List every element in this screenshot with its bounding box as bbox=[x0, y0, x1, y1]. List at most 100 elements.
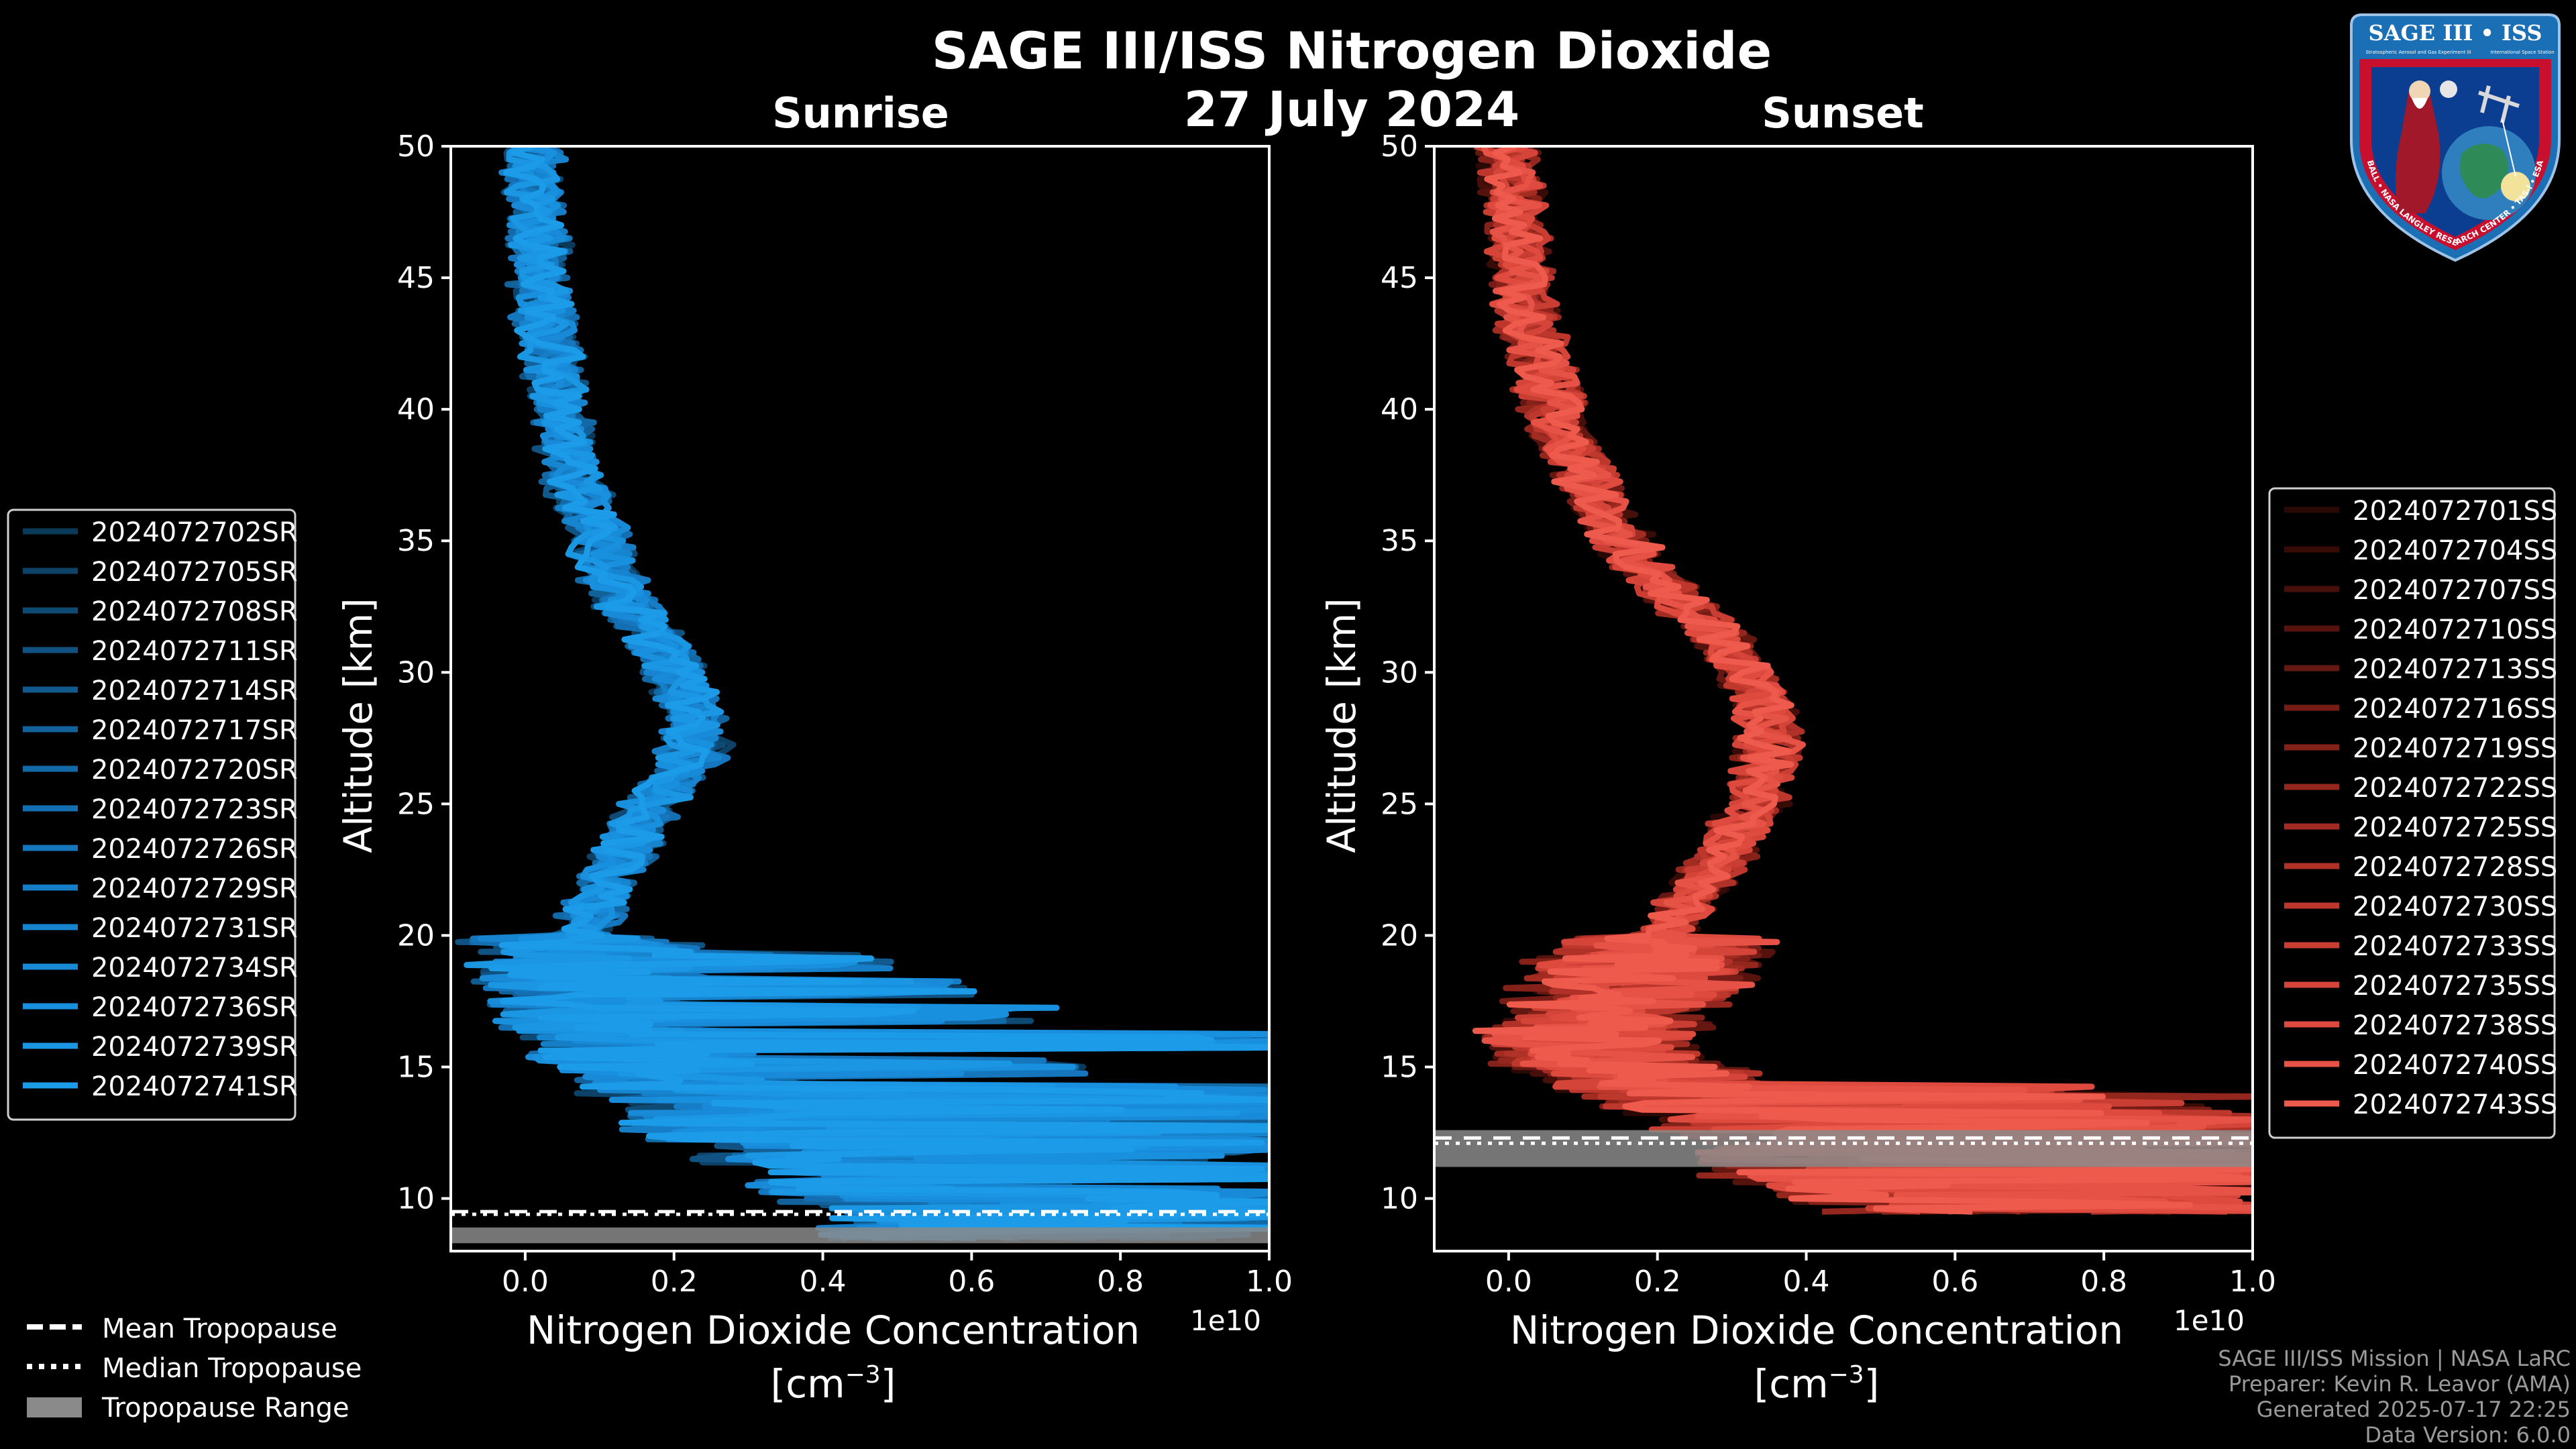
sunrise-y-label: Altitude [km] bbox=[335, 598, 381, 853]
sunrise-legend-label: 2024072736SR bbox=[91, 992, 298, 1023]
sunrise-legend-label: 2024072741SR bbox=[91, 1071, 298, 1102]
sunset-tropopause bbox=[1434, 1130, 2253, 1167]
sunrise-legend-label: 2024072734SR bbox=[91, 953, 298, 983]
sunset-legend-label: 2024072701SS bbox=[2353, 496, 2557, 527]
sunrise-panel-title: Sunrise bbox=[772, 89, 949, 138]
tropopause-range-swatch bbox=[27, 1397, 82, 1417]
sage-iii-iss-mission-logo: SAGE III • ISS Stratospheric Aerosol and… bbox=[2350, 13, 2561, 262]
sunset-y-tick-label: 50 bbox=[1381, 129, 1418, 164]
sunrise-tropopause bbox=[451, 1210, 1269, 1244]
sunrise-legend-label: 2024072726SR bbox=[91, 834, 298, 865]
sunset-panel: 0.0 0.2 0.4 0.6 0.8 1.0 10 15 20 25 30 35 40 45 50 1e… bbox=[1319, 129, 2276, 1407]
sunset-y-tick-label: 45 bbox=[1381, 261, 1418, 295]
tropopause-legend: Mean Tropopause Median Tropopause Tropop… bbox=[27, 1313, 362, 1424]
sunset-legend: 2024072701SS 2024072704SS 2024072707SS 2024… bbox=[2268, 487, 2557, 1139]
sunrise-x-ticks: 0.0 0.2 0.4 0.6 0.8 1.0 bbox=[502, 1251, 1293, 1299]
sunset-series-2024072743SS bbox=[1472, 146, 2253, 1215]
sunrise-panel: 0.0 0.2 0.4 0.6 0.8 1.0 10 15 20 25 30 35 40 45 50 1e… bbox=[335, 129, 1293, 1407]
sunset-x-tick-label: 0.0 bbox=[1485, 1265, 1532, 1299]
sunrise-y-tick-label: 30 bbox=[397, 655, 435, 690]
sunrise-series-2024072741SR bbox=[488, 146, 1269, 1241]
sunrise-legend-label: 2024072705SR bbox=[91, 557, 298, 588]
figure-title: SAGE III/ISS Nitrogen Dioxide bbox=[932, 21, 1772, 80]
sunset-legend-label: 2024072707SS bbox=[2353, 575, 2557, 606]
sunset-x-tick-label: 0.6 bbox=[1931, 1265, 1978, 1299]
iss-station-icon bbox=[2478, 85, 2520, 123]
sunrise-axes-frame bbox=[449, 145, 1271, 1252]
sunrise-offset-text: 1e10 bbox=[1190, 1304, 1261, 1337]
sunset-x-ticks: 0.0 0.2 0.4 0.6 0.8 1.0 bbox=[1485, 1251, 2276, 1299]
sunrise-legend-label: 2024072711SR bbox=[91, 636, 298, 667]
sunrise-x-tick-label: 1.0 bbox=[1246, 1265, 1293, 1299]
sunset-y-tick-label: 30 bbox=[1381, 655, 1418, 690]
sunset-legend-label: 2024072710SS bbox=[2353, 614, 2557, 645]
sunset-legend-label: 2024072735SS bbox=[2353, 971, 2557, 1002]
sunrise-legend-frame bbox=[7, 508, 297, 1121]
sunrise-y-tick-label: 40 bbox=[397, 392, 435, 427]
sunset-y-ticks: 10 15 20 25 30 35 40 45 50 bbox=[1381, 129, 1434, 1216]
sunset-y-label: Altitude [km] bbox=[1319, 598, 1364, 853]
logo-title: SAGE III • ISS bbox=[2369, 20, 2542, 46]
sunrise-y-tick-label: 35 bbox=[397, 524, 435, 558]
sunset-axes-frame bbox=[1433, 145, 2254, 1252]
sunset-x-tick-label: 0.8 bbox=[2080, 1265, 2127, 1299]
sunset-legend-label: 2024072730SS bbox=[2353, 892, 2557, 922]
light-beam-icon bbox=[2502, 119, 2516, 177]
sunset-legend-label: 2024072725SS bbox=[2353, 812, 2557, 843]
sunset-legend-label: 2024072719SS bbox=[2353, 733, 2557, 764]
sunrise-traces bbox=[455, 146, 1269, 1241]
sunrise-legend-label: 2024072717SR bbox=[91, 715, 298, 746]
sunrise-x-tick-label: 0.8 bbox=[1097, 1265, 1144, 1299]
sunrise-x-tick-label: 0.2 bbox=[651, 1265, 698, 1299]
sunset-y-tick-label: 15 bbox=[1381, 1051, 1418, 1085]
median-tropopause-label: Median Tropopause bbox=[102, 1353, 362, 1384]
moon-icon bbox=[2440, 80, 2457, 98]
sunrise-y-tick-label: 20 bbox=[397, 918, 435, 953]
sunrise-legend-label: 2024072731SR bbox=[91, 913, 298, 944]
sunrise-y-tick-label: 10 bbox=[397, 1182, 435, 1216]
sunrise-legend-label: 2024072729SR bbox=[91, 873, 298, 904]
sunset-legend-label: 2024072716SS bbox=[2353, 694, 2557, 724]
sunset-traces bbox=[1472, 146, 2253, 1215]
sunset-offset-text: 1e10 bbox=[2174, 1304, 2245, 1337]
sunset-x-label: Nitrogen Dioxide Concentration bbox=[1510, 1307, 2123, 1353]
sunset-tropopause-range bbox=[1434, 1130, 2253, 1167]
sun-icon bbox=[2501, 172, 2530, 201]
earth-land-icon bbox=[2459, 144, 2508, 199]
sunrise-y-tick-label: 50 bbox=[397, 129, 435, 164]
sunrise-legend: 2024072702SR 2024072705SR 2024072708SR 2024… bbox=[7, 508, 298, 1121]
sunrise-legend-label: 2024072739SR bbox=[91, 1032, 298, 1063]
sunrise-legend-label: 2024072708SR bbox=[91, 596, 298, 627]
sunset-y-tick-label: 40 bbox=[1381, 392, 1418, 427]
astronomer-head-icon bbox=[2409, 80, 2430, 102]
logo-subtitle-iss: International Space Station bbox=[2490, 50, 2554, 55]
sunset-legend-label: 2024072738SS bbox=[2353, 1010, 2557, 1041]
credit-mission: SAGE III/ISS Mission | NASA LaRC bbox=[2218, 1346, 2571, 1371]
sunrise-legend-label: 2024072720SR bbox=[91, 755, 298, 786]
sunrise-y-tick-label: 15 bbox=[397, 1051, 435, 1085]
sunset-legend-label: 2024072743SS bbox=[2353, 1089, 2557, 1120]
sunset-y-tick-label: 35 bbox=[1381, 524, 1418, 558]
tropopause-range-label: Tropopause Range bbox=[101, 1393, 350, 1424]
sunrise-legend-label: 2024072714SR bbox=[91, 676, 298, 706]
astronomer-beard-icon bbox=[2412, 98, 2428, 109]
astronomer-figure-icon bbox=[2396, 89, 2440, 213]
sunrise-y-ticks: 10 15 20 25 30 35 40 45 50 bbox=[397, 129, 451, 1216]
sunrise-tropopause-range bbox=[451, 1227, 1269, 1244]
sunset-x-tick-label: 0.4 bbox=[1783, 1265, 1830, 1299]
sunset-legend-label: 2024072713SS bbox=[2353, 654, 2557, 685]
credits: SAGE III/ISS Mission | NASA LaRC Prepare… bbox=[2218, 1346, 2571, 1448]
sunset-x-tick-label: 1.0 bbox=[2229, 1265, 2276, 1299]
sunrise-legend-label: 2024072723SR bbox=[91, 794, 298, 825]
sunset-y-tick-label: 25 bbox=[1381, 787, 1418, 821]
sunrise-x-tick-label: 0.0 bbox=[502, 1265, 549, 1299]
sunrise-y-tick-label: 45 bbox=[397, 261, 435, 295]
sunrise-x-tick-label: 0.6 bbox=[948, 1265, 995, 1299]
credit-data-version: Data Version: 6.0.0 bbox=[2365, 1422, 2571, 1448]
sunset-legend-label: 2024072704SS bbox=[2353, 535, 2557, 566]
figure-date: 27 July 2024 bbox=[1184, 81, 1519, 138]
sunset-panel-title: Sunset bbox=[1762, 89, 1924, 138]
sunset-x-unit: [cm−3] bbox=[1754, 1361, 1880, 1407]
sunrise-y-tick-label: 25 bbox=[397, 787, 435, 821]
logo-subtitle: Stratospheric Aerosol and Gas Experiment… bbox=[2365, 50, 2471, 55]
